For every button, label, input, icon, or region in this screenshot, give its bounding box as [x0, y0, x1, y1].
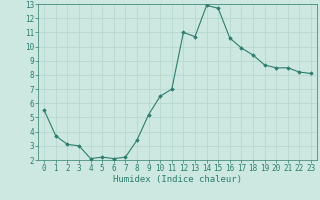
X-axis label: Humidex (Indice chaleur): Humidex (Indice chaleur): [113, 175, 242, 184]
